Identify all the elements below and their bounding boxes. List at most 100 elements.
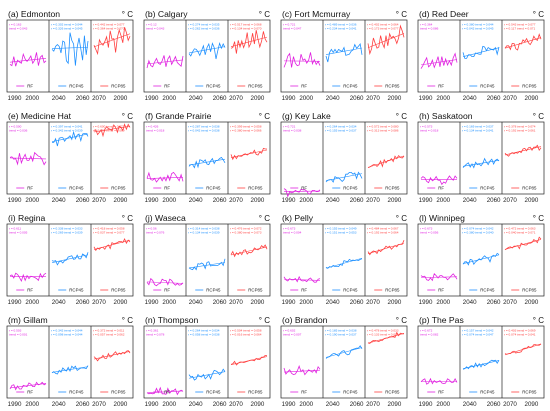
trend-line-rcp45	[325, 47, 363, 55]
legend-label-rcp45: RCP45	[206, 288, 221, 293]
x-tick-label: 2000	[162, 299, 176, 306]
x-tick-label: 1990	[8, 197, 22, 204]
series-line-rf	[283, 188, 321, 198]
trend-line-rcp85	[367, 333, 405, 344]
stat-rf: trend = 0.086	[420, 27, 439, 31]
x-tick-label: 2070	[366, 95, 380, 102]
series-line-rcp45	[188, 258, 226, 271]
panel-title: (g) Key Lake	[282, 111, 331, 121]
plot-frame	[143, 325, 271, 399]
stat-rcp85: r = 0.057 trend = 0.062	[93, 333, 125, 337]
stat-rcp45: r = 0.264 trend = 0.034	[188, 329, 220, 333]
series-line-rcp45	[51, 365, 89, 375]
stat-rcp85: r = 0.418 trend = 0.058	[93, 227, 125, 231]
x-tick-label: 1990	[145, 197, 159, 204]
trend-line-rcp85	[230, 246, 268, 256]
stat-rcp85: r = 0.442 trend = 0.077	[93, 23, 125, 27]
stat-rcp85: r = 0.134 trend = 0.070	[230, 27, 262, 31]
series-line-rf	[146, 277, 184, 287]
legend-label-rf: RF	[164, 84, 170, 89]
panel-title: (m) Gillam	[8, 315, 48, 325]
stat-rcp85: r = 0.517 trend = 0.068	[230, 23, 262, 27]
trend-line-rf	[146, 281, 184, 284]
series-line-rcp85	[367, 240, 405, 256]
panel-title: (e) Medicine Hat	[8, 111, 72, 121]
trend-line-rcp45	[462, 47, 500, 57]
stat-rcp45: r = 0.185 trend = 0.038	[325, 329, 357, 333]
panel-title: (i) Regina	[8, 213, 45, 223]
stat-rcp45: r = 0.042 trend = 0.045	[462, 27, 494, 31]
stat-rf: trend = 0.005	[9, 231, 28, 235]
legend-label-rf: RF	[27, 390, 33, 395]
x-tick-label: 2040	[463, 95, 477, 102]
legend-label-rcp45: RCP45	[480, 186, 495, 191]
unit-label: ° C	[259, 10, 270, 19]
x-tick-label: 2070	[366, 299, 380, 306]
stat-rcp85: r = 0.016 trend = 0.064	[230, 333, 262, 337]
stat-rcp85: r = 0.399 trend = 0.058	[230, 125, 262, 129]
plot-frame	[417, 121, 545, 195]
unit-label: ° C	[122, 316, 133, 325]
stat-rf: trend = 0.001	[9, 333, 28, 337]
series-line-rcp45	[462, 252, 500, 266]
stat-rf: r = 0.721	[283, 23, 296, 27]
plot-frame	[143, 121, 271, 195]
x-tick-label: 1990	[145, 401, 159, 408]
unit-label: ° C	[396, 316, 407, 325]
x-tick-label: 2070	[366, 401, 380, 408]
legend-label-rcp85: RCP85	[248, 186, 263, 191]
x-tick-label: 2070	[229, 401, 243, 408]
trend-line-rcp45	[188, 262, 226, 269]
trend-line-rcp85	[93, 239, 131, 250]
plot-frame	[280, 325, 408, 399]
stat-rf: trend = 0.036	[9, 129, 28, 133]
trend-line-rf	[9, 157, 47, 160]
stat-rcp45: r = 0.157 trend = 0.042	[462, 329, 494, 333]
x-tick-label: 1990	[419, 299, 433, 306]
trend-line-rcp45	[51, 254, 89, 263]
x-tick-label: 2040	[189, 95, 203, 102]
plot-frame	[417, 19, 545, 93]
x-tick-label: 2070	[92, 95, 106, 102]
trend-line-rcp45	[462, 360, 500, 370]
plot-frame	[143, 19, 271, 93]
x-tick-label: 2040	[189, 299, 203, 306]
legend-label-rcp45: RCP45	[69, 84, 84, 89]
x-tick-label: 2070	[229, 197, 243, 204]
stat-rcp45: r = 0.074 trend = 0.042	[462, 227, 494, 231]
trend-line-rcp45	[325, 173, 363, 182]
stat-rcp85: r = 0.402 trend = 0.064	[367, 23, 399, 27]
x-tick-label: 2060	[350, 299, 364, 306]
trend-line-rf	[420, 276, 458, 278]
x-tick-label: 2040	[463, 401, 477, 408]
x-tick-label: 2070	[503, 401, 517, 408]
panel-title: (c) Fort Mcmurray	[282, 9, 351, 19]
legend-label-rcp45: RCP45	[480, 390, 495, 395]
unit-label: ° C	[533, 214, 544, 223]
trend-line-rf	[420, 59, 458, 66]
legend-label-rf: RF	[301, 186, 307, 191]
stat-rcp45: r = 0.302 trend = 0.044	[51, 23, 83, 27]
series-line-rf	[420, 175, 458, 186]
x-tick-label: 2070	[366, 197, 380, 204]
stat-rcp45: r = 0.134 trend = 0.039	[188, 231, 220, 235]
series-line-rcp45	[51, 32, 89, 66]
series-line-rcp45	[325, 43, 363, 63]
legend-label-rcp85: RCP85	[522, 186, 537, 191]
stat-rcp45: r = 0.234 trend = 0.041	[325, 27, 357, 31]
x-tick-label: 2000	[162, 401, 176, 408]
stat-rcp85: r = 0.403 trend = 0.069	[504, 329, 536, 333]
unit-label: ° C	[396, 10, 407, 19]
series-line-rf	[9, 52, 47, 67]
plot-frame	[417, 223, 545, 297]
legend-label-rcp85: RCP85	[385, 84, 400, 89]
stat-rcp45: r = 0.169 trend = 0.037	[462, 125, 494, 129]
legend-label-rcp45: RCP45	[206, 186, 221, 191]
unit-label: ° C	[122, 10, 133, 19]
trend-line-rcp85	[93, 351, 131, 360]
